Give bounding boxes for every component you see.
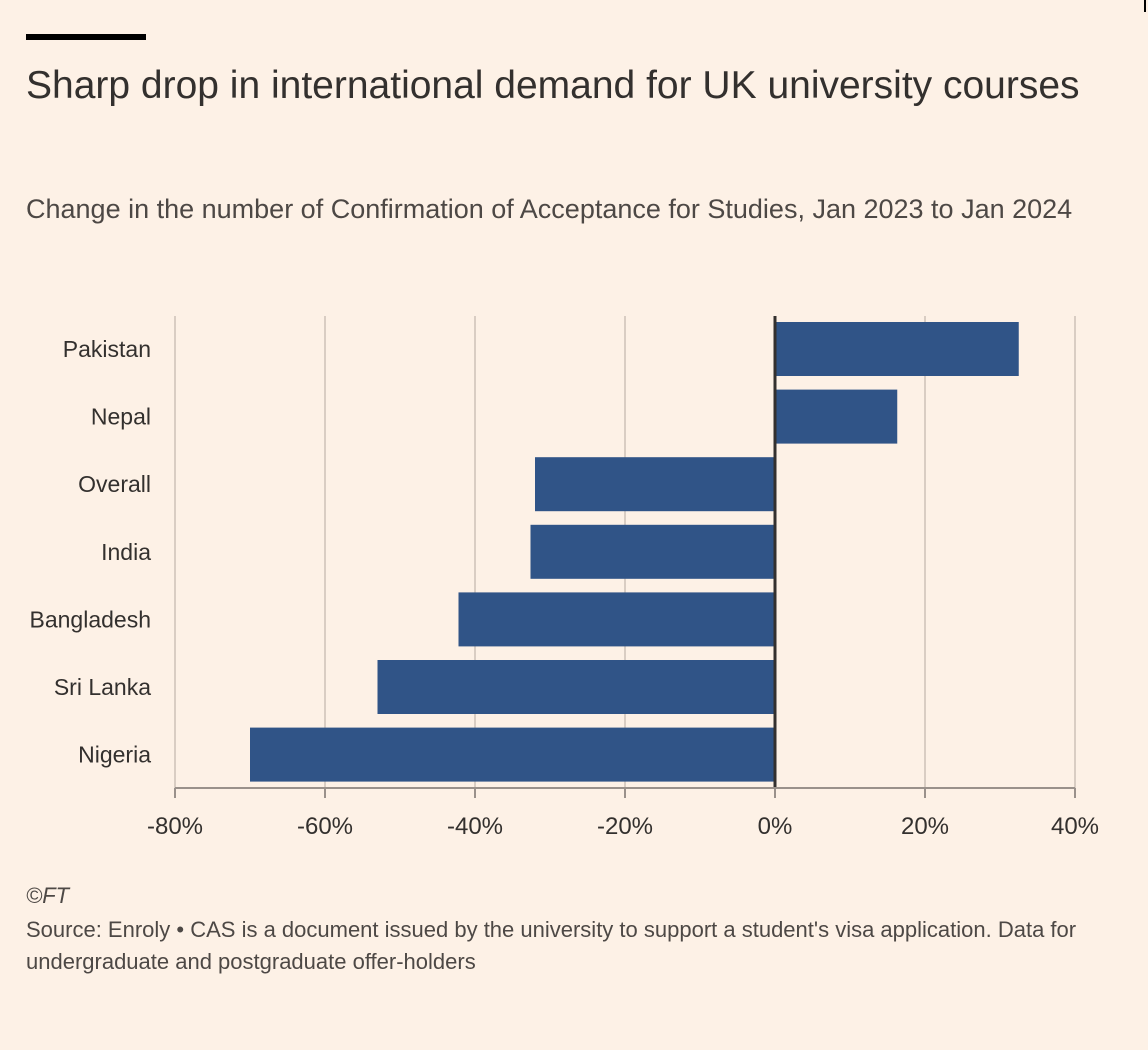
x-tick-label: -20% — [597, 813, 653, 840]
x-tick-label: 20% — [901, 813, 949, 840]
bar-pakistan — [775, 322, 1019, 376]
x-tick-label: -80% — [147, 813, 203, 840]
x-tick-label: -40% — [447, 813, 503, 840]
x-tick-label: 0% — [758, 813, 793, 840]
edge-mark — [1144, 0, 1146, 12]
credit-text: ©FT — [26, 883, 70, 908]
category-label: Overall — [78, 471, 151, 497]
tick-labels: -80% -60% -40% -20% 0% 20% 40% — [147, 813, 1099, 840]
axes — [174, 316, 1076, 798]
ft-brand-bar — [26, 34, 146, 40]
category-label: India — [101, 539, 151, 565]
source-note: Source: Enroly • CAS is a document issue… — [26, 917, 1077, 974]
category-label: Nigeria — [78, 742, 151, 768]
category-label: Nepal — [91, 404, 151, 430]
bar-india — [530, 524, 775, 579]
bars — [250, 322, 1019, 782]
category-labels: Pakistan Nepal Overall India Bangladesh Sri L… — [30, 336, 152, 768]
category-label: Bangladesh — [30, 606, 152, 632]
category-label: Pakistan — [63, 336, 151, 362]
x-tick-label: 40% — [1051, 813, 1099, 840]
grid-lines — [174, 316, 1076, 788]
chart-subtitle: Change in the number of Confirmation of … — [26, 194, 1073, 224]
category-label: Sri Lanka — [54, 674, 151, 700]
bar-bangladesh — [458, 592, 775, 647]
bar-sri-lanka — [377, 660, 775, 714]
bar-overall — [535, 457, 775, 512]
x-tick-label: -60% — [297, 813, 353, 840]
bar-nepal — [775, 389, 898, 444]
chart-title: Sharp drop in international demand for U… — [26, 64, 1080, 107]
bar-nigeria — [250, 727, 775, 782]
bar-chart: Pakistan Nepal Overall India Bangladesh Sri L… — [30, 316, 1099, 840]
